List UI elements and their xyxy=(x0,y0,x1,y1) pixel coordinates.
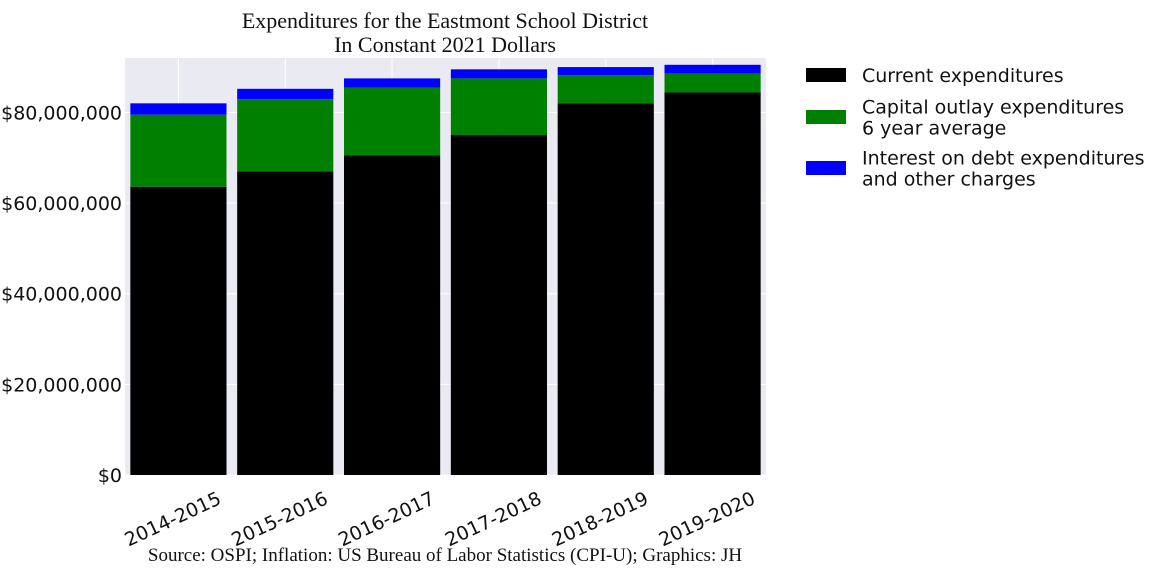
legend-label-1: Capital outlay expenditures xyxy=(862,97,1124,119)
y-tick-label: $80,000,000 xyxy=(1,102,122,124)
legend-swatch-0 xyxy=(806,68,846,82)
bar-2015-2016-series-1 xyxy=(237,99,334,172)
bar-2017-2018-series-1 xyxy=(450,78,547,136)
bar-2019-2020-series-0 xyxy=(664,92,761,476)
bar-2016-2017-series-0 xyxy=(344,155,441,475)
y-tick-label: $0 xyxy=(98,465,122,487)
x-tick-label: 2014-2015 xyxy=(121,488,224,552)
y-axis-ticks: $0 $20,000,000 $40,000,000 $60,000,000 $80,0… xyxy=(1,102,122,487)
bar-2019-2020-series-2 xyxy=(664,64,761,74)
legend: Current expenditures Capital outlay expen… xyxy=(806,65,1144,191)
bar-2017-2018-series-2 xyxy=(450,69,547,79)
chart-title-line: Expenditures for the Eastmont School Dis… xyxy=(242,8,648,33)
bar-2014-2015-series-1 xyxy=(130,114,227,187)
legend-label-2: and other charges xyxy=(862,169,1036,191)
legend-swatch-2 xyxy=(806,161,846,175)
y-tick-label: $60,000,000 xyxy=(1,193,122,215)
x-tick-label: 2016-2017 xyxy=(335,488,438,552)
x-axis-ticks: 2014-2015 2015-2016 2016-2017 2017-2018 2018… xyxy=(121,488,758,552)
x-tick-label: 2017-2018 xyxy=(442,488,545,552)
bar-2014-2015-series-2 xyxy=(130,103,227,115)
legend-label-0: Current expenditures xyxy=(862,65,1064,87)
x-tick-label: 2019-2020 xyxy=(656,488,759,552)
bar-2014-2015-series-0 xyxy=(130,186,227,476)
chart-title: Expenditures for the Eastmont School Dis… xyxy=(242,8,648,57)
bar-2018-2019-series-2 xyxy=(557,67,654,76)
bar-2015-2016-series-0 xyxy=(237,171,334,475)
y-tick-label: $20,000,000 xyxy=(1,374,122,396)
legend-swatch-1 xyxy=(806,110,846,124)
bar-2018-2019-series-0 xyxy=(557,103,654,476)
bar-2019-2020-series-1 xyxy=(664,73,761,93)
plot-area xyxy=(125,58,766,475)
x-tick-label: 2015-2016 xyxy=(228,488,331,552)
chart-title-line: In Constant 2021 Dollars xyxy=(334,32,556,57)
bar-2015-2016-series-2 xyxy=(237,88,334,100)
legend-label-1: 6 year average xyxy=(862,118,1006,140)
bar-2017-2018-series-0 xyxy=(450,135,547,475)
x-tick-label: 2018-2019 xyxy=(549,488,652,552)
legend-label-2: Interest on debt expenditures xyxy=(862,148,1144,170)
source-note: Source: OSPI; Inflation: US Bureau of La… xyxy=(148,545,742,566)
bar-2018-2019-series-1 xyxy=(557,75,654,104)
bar-2016-2017-series-2 xyxy=(344,78,441,88)
bar-2016-2017-series-1 xyxy=(344,87,441,156)
y-tick-label: $40,000,000 xyxy=(1,284,122,306)
bars xyxy=(130,64,761,476)
